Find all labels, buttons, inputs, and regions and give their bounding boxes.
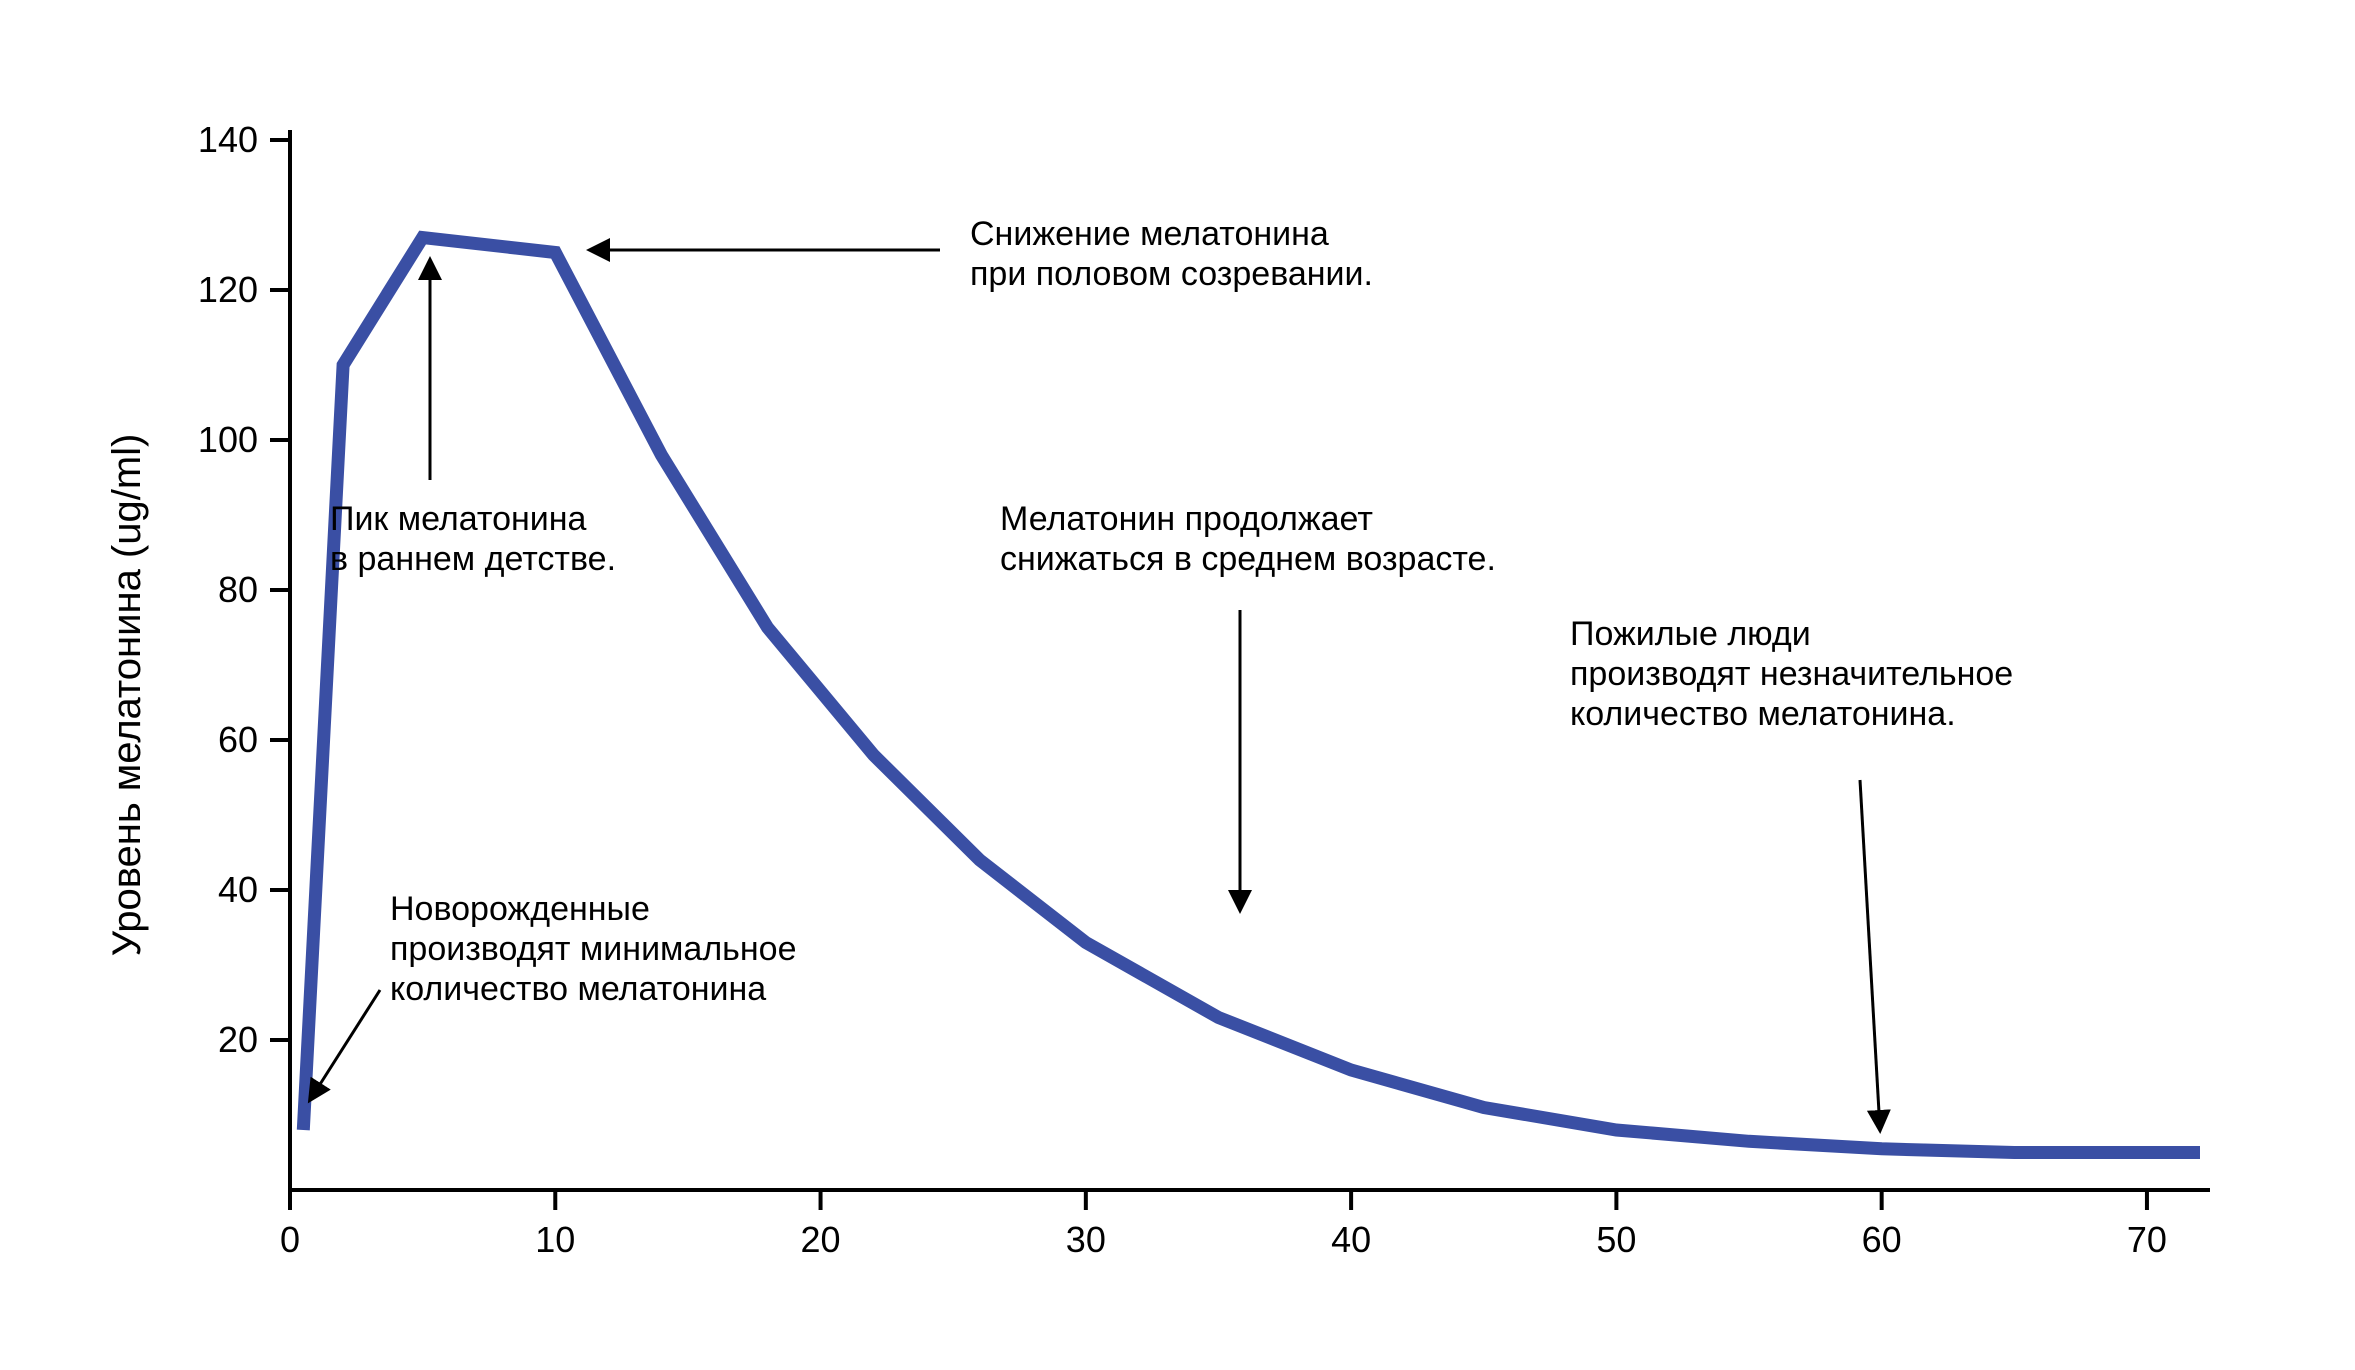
x-tick-label: 70 bbox=[2127, 1219, 2167, 1260]
annotation-text: Пик мелатонина bbox=[330, 500, 587, 538]
y-tick-label: 120 bbox=[198, 269, 258, 310]
x-tick-label: 20 bbox=[801, 1219, 841, 1260]
annotation-text: производят незначительное bbox=[1570, 655, 2013, 693]
y-tick-label: 80 bbox=[218, 569, 258, 610]
y-tick-label: 140 bbox=[198, 119, 258, 160]
x-tick-label: 60 bbox=[1862, 1219, 1902, 1260]
annotation-text: при половом созревании. bbox=[970, 255, 1373, 293]
x-tick-label: 40 bbox=[1331, 1219, 1371, 1260]
melatonin-chart: 20 40 60 80 100 120 140 0 10 20 30 40 50 60 70 Уровень … bbox=[0, 0, 2355, 1370]
y-tick-label: 20 bbox=[218, 1019, 258, 1060]
x-tick-label: 50 bbox=[1596, 1219, 1636, 1260]
annotation-text: снижаться в среднем возрасте. bbox=[1000, 540, 1496, 578]
annotation-text: количество мелатонина bbox=[390, 970, 766, 1008]
annotation-text: количество мелатонина. bbox=[1570, 695, 1956, 733]
y-tick-label: 40 bbox=[218, 869, 258, 910]
y-tick-label: 60 bbox=[218, 719, 258, 760]
annotation-text: Снижение мелатонина bbox=[970, 215, 1329, 253]
y-axis-title: Уровень мелатонина (ug/ml) bbox=[105, 434, 149, 957]
annotation-text: производят минимальное bbox=[390, 930, 797, 968]
annotation-text: Мелатонин продолжает bbox=[1000, 500, 1373, 538]
x-tick-label: 10 bbox=[535, 1219, 575, 1260]
x-tick-label: 0 bbox=[280, 1219, 300, 1260]
annotation-text: Новорожденные bbox=[390, 890, 650, 928]
annotation-text: в раннем детстве. bbox=[330, 540, 616, 578]
annotation-text: Пожилые люди bbox=[1570, 615, 1811, 653]
y-tick-label: 100 bbox=[198, 419, 258, 460]
x-tick-label: 30 bbox=[1066, 1219, 1106, 1260]
